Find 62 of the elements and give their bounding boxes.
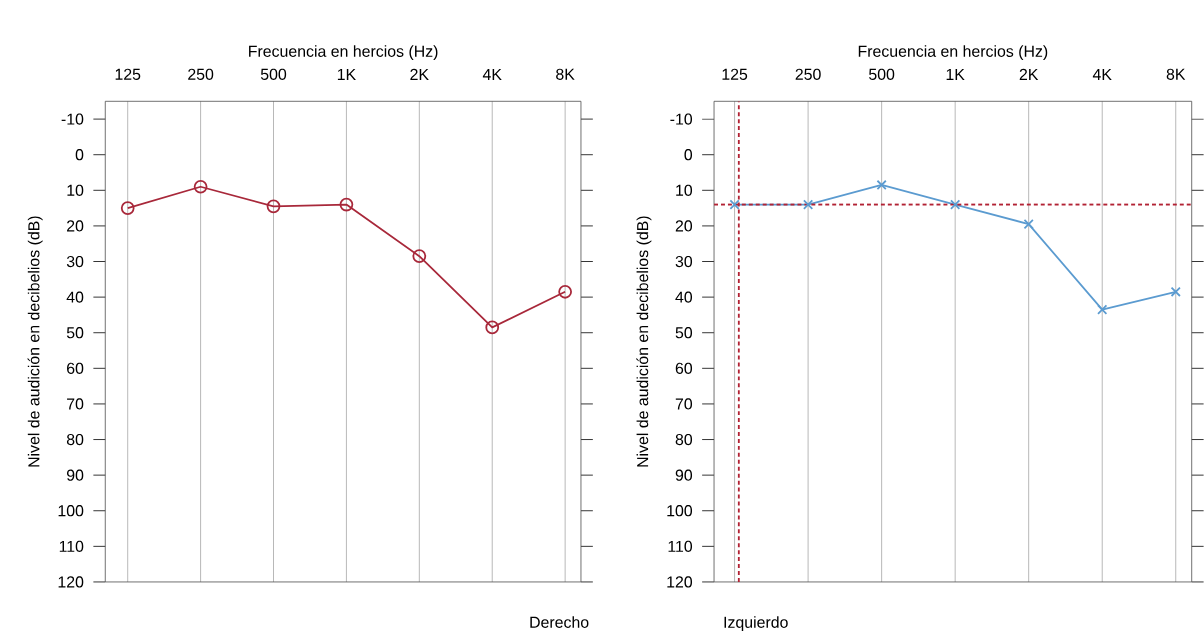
point [1097, 304, 1108, 315]
point [1023, 219, 1034, 230]
y-tick-label: 100 [58, 505, 84, 517]
y-tick-label: -10 [61, 113, 84, 125]
y-tick-label: 90 [675, 469, 693, 481]
point [193, 180, 208, 194]
y-tick-label: 60 [67, 362, 84, 375]
x-tick-label: 2K [1019, 69, 1039, 81]
y-tick-label: 120 [667, 576, 693, 588]
x-tick-label: 4K [482, 69, 502, 81]
y-tick-label: 70 [67, 398, 84, 410]
text: Izquierdo [724, 616, 788, 632]
y-tick-label: 80 [66, 434, 84, 446]
y-tick-label: 110 [668, 540, 693, 553]
point [266, 199, 281, 214]
text: Derecho [530, 616, 589, 629]
point [485, 320, 500, 335]
y-tick-label: 40 [675, 291, 693, 303]
y-tick-label: 0 [684, 149, 693, 161]
y-tick-label: 110 [59, 540, 84, 553]
x-tick-label: 250 [795, 68, 821, 81]
y-tick-label: 0 [75, 149, 84, 161]
x-axis-title: Frecuencia en hercios (Hz) [858, 45, 1048, 61]
x-tick-label: 1K [337, 69, 356, 81]
point [876, 180, 887, 191]
point [339, 197, 354, 212]
y-tick-label: 70 [675, 398, 693, 410]
x-axis-title: Frecuencia en hercios (Hz) [249, 45, 438, 61]
x-tick-label: 4K [1092, 69, 1112, 81]
y-axis-title: Nivel de audición en decibelios (dB) [636, 216, 652, 467]
x-tick-label: 500 [260, 68, 287, 81]
point [950, 199, 961, 210]
y-tick-label: 80 [675, 434, 693, 446]
point [558, 285, 572, 299]
y-axis-title: Nivel de audición en decibelios (dB) [27, 216, 43, 467]
y-tick-label: 120 [58, 576, 84, 588]
x-tick-label: 1K [946, 69, 965, 81]
point [729, 199, 740, 210]
y-tick-label: 100 [667, 505, 693, 517]
y-tick-label: 50 [675, 327, 693, 339]
x-tick-label: 500 [869, 68, 895, 81]
y-tick-label: 40 [66, 291, 84, 303]
x-tick-label: 125 [722, 68, 748, 81]
x-tick-label: 8K [1166, 68, 1186, 81]
x-tick-label: 250 [188, 68, 214, 81]
y-tick-label: 60 [675, 362, 693, 375]
y-tick-label: 10 [676, 184, 693, 197]
point [120, 201, 135, 216]
point [412, 249, 427, 264]
y-tick-label: 10 [67, 184, 84, 197]
point [802, 199, 814, 210]
y-tick-label: 20 [675, 220, 693, 232]
y-tick-label: 20 [67, 220, 84, 232]
y-tick-label: 50 [66, 327, 84, 339]
x-tick-label: 125 [115, 68, 141, 81]
y-tick-label: 30 [675, 256, 693, 268]
x-tick-label: 8K [556, 68, 575, 81]
y-tick-label: -10 [670, 113, 693, 125]
y-tick-label: 90 [66, 469, 84, 481]
point [1170, 286, 1181, 298]
y-tick-label: 30 [66, 256, 84, 268]
x-tick-label: 2K [410, 69, 429, 81]
